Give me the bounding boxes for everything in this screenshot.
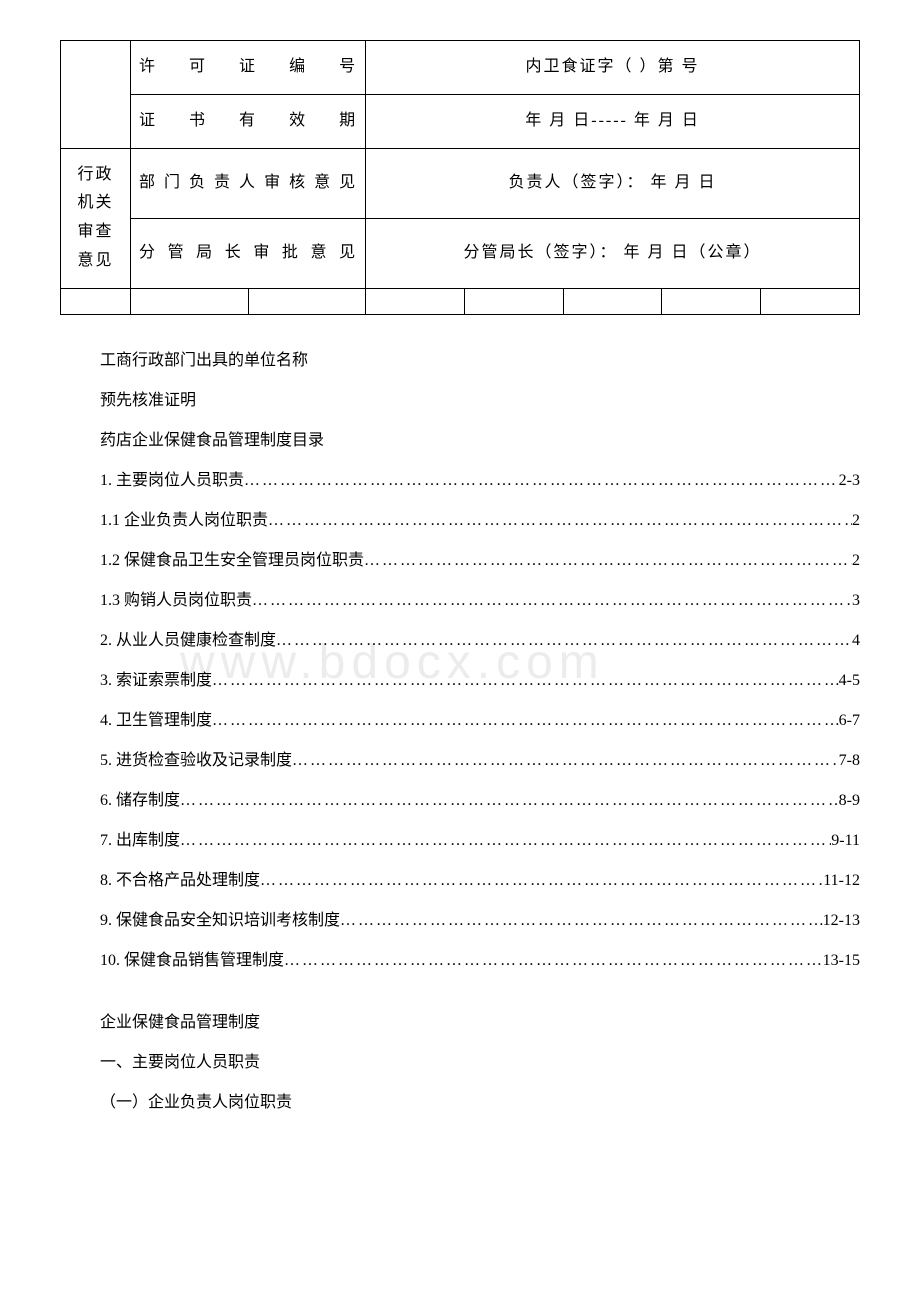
toc-line: 1. 主要岗位人员职责 2-3	[100, 465, 860, 497]
toc-title: 1.1 企业负责人岗位职责	[100, 505, 268, 537]
approval-table: 许可证编号 内卫食证字（ ）第 号 证书有效期 年 月 日----- 年 月 日…	[60, 40, 860, 315]
toc-page: 9-11	[831, 825, 860, 857]
toc-dots	[212, 705, 839, 737]
blank-label	[61, 41, 131, 149]
toc-page: 2-3	[839, 465, 860, 497]
toc-page: 11-12	[823, 865, 860, 897]
toc-title: 1. 主要岗位人员职责	[100, 465, 244, 497]
toc-line: 2. 从业人员健康检查制度 4	[100, 625, 860, 657]
toc-page: 4	[852, 625, 860, 657]
prelude-line: 药店企业保健食品管理制度目录	[100, 425, 860, 457]
toc-page: 7-8	[839, 745, 860, 777]
prelude-block: 工商行政部门出具的单位名称 预先核准证明 药店企业保健食品管理制度目录 1. 主…	[60, 345, 860, 977]
dept-label: 部门负责人审核意见	[131, 148, 366, 218]
toc-title: 1.2 保健食品卫生安全管理员岗位职责	[100, 545, 364, 577]
license-no-label: 许可证编号	[131, 41, 366, 95]
toc-page: 8-9	[839, 785, 860, 817]
toc-page: 6-7	[839, 705, 860, 737]
toc-title: 8. 不合格产品处理制度	[100, 865, 260, 897]
toc-line: 8. 不合格产品处理制度 11-12	[100, 865, 860, 897]
validity-value: 年 月 日----- 年 月 日	[366, 94, 860, 148]
toc-dots	[292, 745, 839, 777]
toc-page: 12-13	[823, 905, 860, 937]
toc-title: 5. 进货检查验收及记录制度	[100, 745, 292, 777]
toc-page: 4-5	[839, 665, 860, 697]
license-no-value: 内卫食证字（ ）第 号	[366, 41, 860, 95]
toc-title: 3. 索证索票制度	[100, 665, 212, 697]
toc-dots	[276, 625, 852, 657]
prelude-line: 预先核准证明	[100, 385, 860, 417]
section-block: 企业保健食品管理制度 一、主要岗位人员职责 （一）企业负责人岗位职责	[60, 1007, 860, 1119]
toc-title: 4. 卫生管理制度	[100, 705, 212, 737]
toc-line: 1.2 保健食品卫生安全管理员岗位职责 2	[100, 545, 860, 577]
director-value: 分管局长（签字）： 年 月 日（公章）	[366, 218, 860, 288]
toc-page: 3	[852, 585, 860, 617]
section-heading: 一、主要岗位人员职责	[100, 1047, 860, 1079]
validity-label: 证书有效期	[131, 94, 366, 148]
director-label: 分管局长审批意见	[131, 218, 366, 288]
toc-page: 13-15	[823, 945, 860, 977]
toc-dots	[180, 785, 839, 817]
toc-line: 6. 储存制度 8-9	[100, 785, 860, 817]
empty-row	[61, 288, 860, 314]
toc-title: 10. 保健食品销售管理制度	[100, 945, 284, 977]
toc-dots	[212, 665, 839, 697]
toc-dots	[180, 825, 831, 857]
toc-dots	[268, 505, 852, 537]
toc-page: 2	[852, 505, 860, 537]
toc-dots	[364, 545, 852, 577]
toc-title: 7. 出库制度	[100, 825, 180, 857]
toc-dots	[284, 945, 823, 977]
toc-dots	[260, 865, 823, 897]
toc-line: 4. 卫生管理制度 6-7	[100, 705, 860, 737]
toc-line: 9. 保健食品安全知识培训考核制度 12-13	[100, 905, 860, 937]
prelude-line: 工商行政部门出具的单位名称	[100, 345, 860, 377]
toc-title: 1.3 购销人员岗位职责	[100, 585, 252, 617]
toc-line: 3. 索证索票制度 4-5	[100, 665, 860, 697]
toc: 1. 主要岗位人员职责 2-3 1.1 企业负责人岗位职责 2 1.2 保健食品卫生…	[100, 465, 860, 977]
toc-line: 10. 保健食品销售管理制度 13-15	[100, 945, 860, 977]
toc-title: 9. 保健食品安全知识培训考核制度	[100, 905, 340, 937]
toc-dots	[252, 585, 852, 617]
section-heading: （一）企业负责人岗位职责	[100, 1087, 860, 1119]
toc-title: 6. 储存制度	[100, 785, 180, 817]
dept-value: 负责人（签字）： 年 月 日	[366, 148, 860, 218]
toc-dots	[244, 465, 839, 497]
toc-title: 2. 从业人员健康检查制度	[100, 625, 276, 657]
toc-line: 1.3 购销人员岗位职责 3	[100, 585, 860, 617]
admin-label: 行政机关审查意见	[61, 148, 131, 288]
toc-line: 1.1 企业负责人岗位职责 2	[100, 505, 860, 537]
toc-line: 5. 进货检查验收及记录制度 7-8	[100, 745, 860, 777]
toc-dots	[340, 905, 823, 937]
toc-line: 7. 出库制度 9-11	[100, 825, 860, 857]
toc-page: 2	[852, 545, 860, 577]
section-heading: 企业保健食品管理制度	[100, 1007, 860, 1039]
